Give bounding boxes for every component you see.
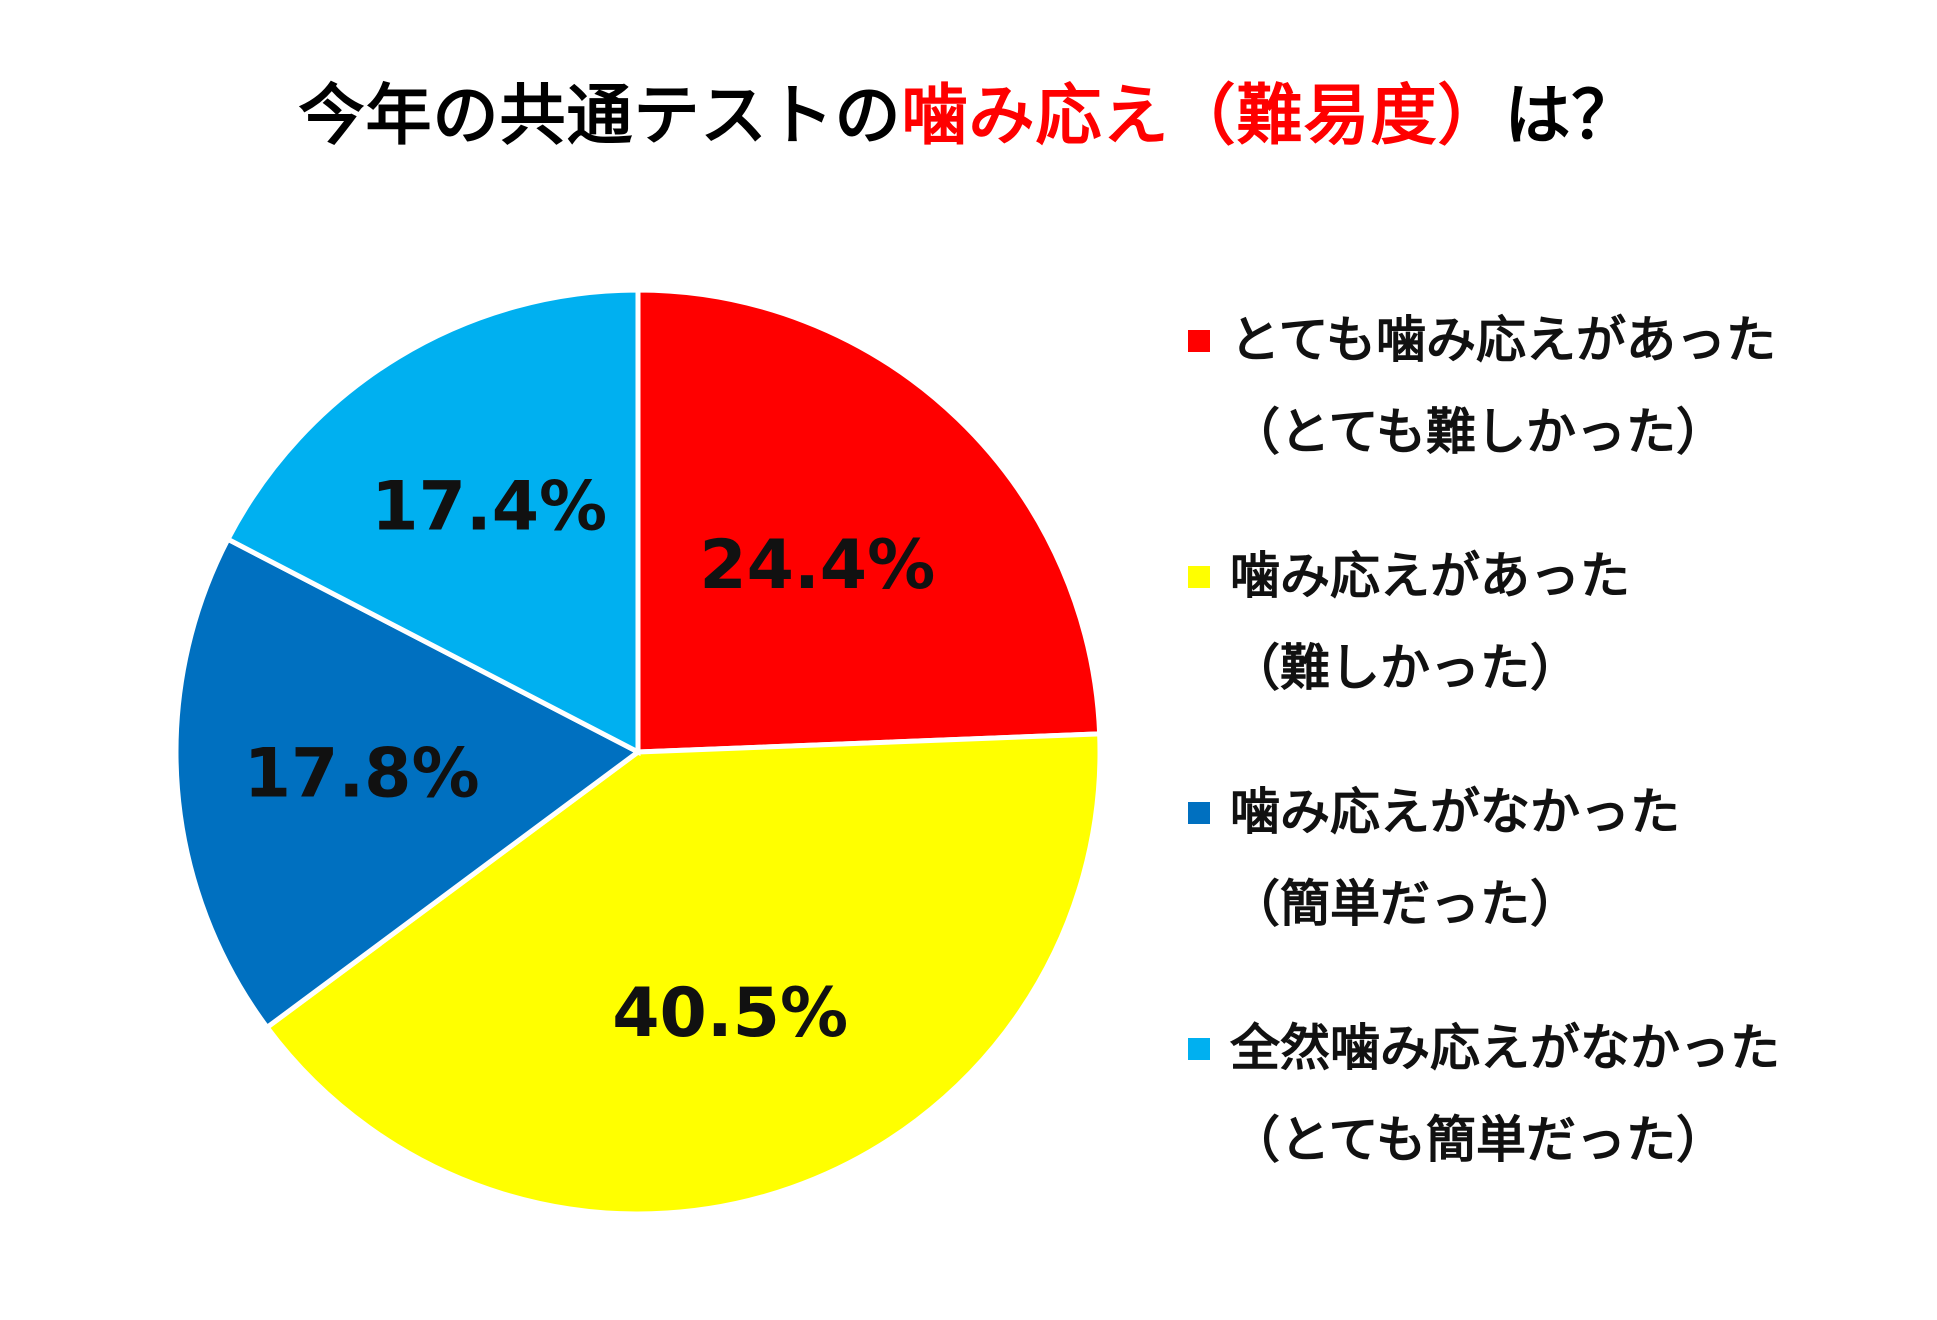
- legend-swatch-lightblue: [1188, 1038, 1210, 1060]
- pie-slice-3: [173, 535, 643, 1031]
- title-highlight: 噛み応え（難易度）: [901, 77, 1505, 154]
- legend-label: とても噛み応えがあった: [1230, 311, 1776, 369]
- legend-sublabel: （簡単だった）: [1230, 875, 1580, 933]
- pie-slice-4: [224, 287, 641, 757]
- legend-sublabel: （とても難しかった）: [1230, 403, 1726, 461]
- legend-swatch-red: [1188, 330, 1210, 352]
- legend-label: 全然噛み応えがなかった: [1230, 1019, 1780, 1077]
- legend-label: 噛み応えがなかった: [1230, 783, 1680, 841]
- legend-swatch-blue: [1188, 802, 1210, 824]
- slice-percent-label: 17.4%: [371, 468, 607, 547]
- slice-percent-label: 24.4%: [699, 526, 935, 605]
- title-suffix: は？: [1504, 77, 1639, 154]
- title-prefix: 今年の共通テストの: [298, 77, 902, 154]
- pie-slice-1: [635, 287, 1103, 755]
- pie-slice-2: [263, 731, 1103, 1217]
- legend-label: 噛み応えがあった: [1230, 547, 1630, 605]
- legend-sublabel: （とても簡単だった）: [1230, 1111, 1726, 1169]
- chart-title: 今年の共通テストの噛み応え（難易度）は？: [0, 62, 1937, 158]
- legend-swatch-yellow: [1188, 566, 1210, 588]
- slice-percent-label: 17.8%: [244, 735, 480, 814]
- slice-percent-label: 40.5%: [612, 974, 848, 1053]
- legend-sublabel: （難しかった）: [1230, 639, 1580, 697]
